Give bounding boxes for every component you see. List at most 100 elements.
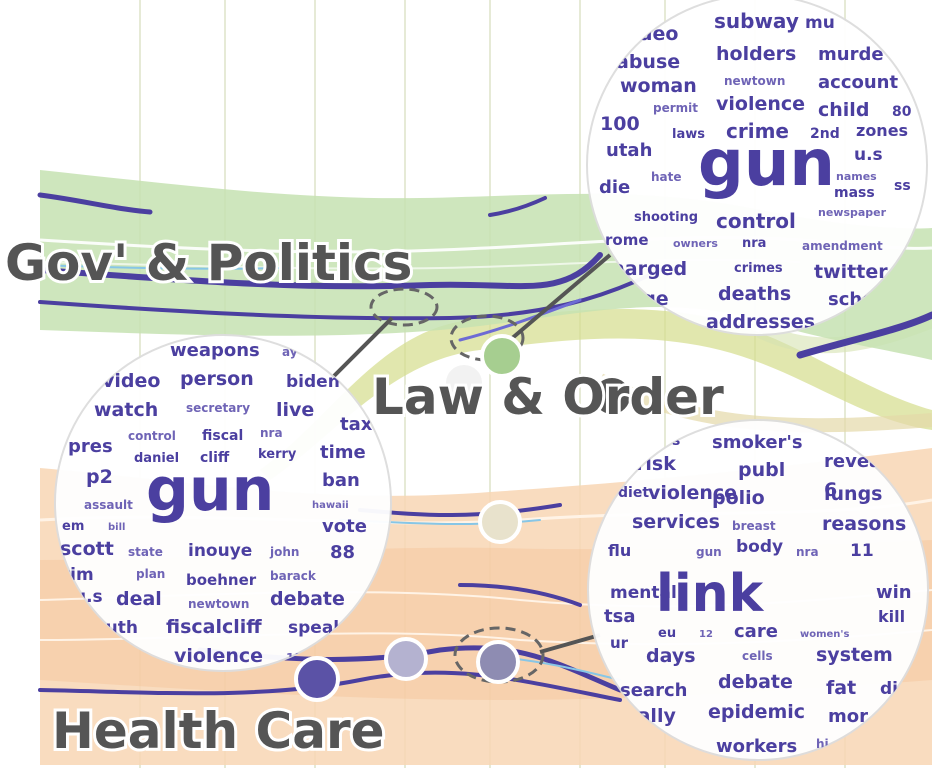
cloud-word: kerry (258, 447, 297, 462)
law-order-label: Law & Order (372, 368, 724, 426)
cloud-word: 6 (824, 479, 837, 501)
cloud-word: cliff (200, 450, 230, 466)
cloud-word: deaths (718, 283, 791, 305)
cloud-word: body (736, 537, 783, 557)
law-focus-ellipse (449, 314, 525, 362)
health-beige-dot[interactable] (478, 500, 522, 544)
cloud-word: newspaper (818, 206, 887, 219)
cloud-word: flu (608, 541, 631, 560)
cloud-word: ay (282, 345, 298, 359)
cloud-word: gun (146, 455, 274, 525)
word-cloud-upper[interactable]: video subway mu abuse holders murde woman newto… (586, 0, 928, 336)
cloud-word: em (62, 519, 84, 534)
cloud-word: lungs (824, 483, 882, 505)
cloud-word: workers (716, 736, 797, 757)
law-dark-dot[interactable] (590, 374, 634, 418)
cloud-word: ss (894, 178, 911, 194)
cloud-word: names (836, 170, 877, 183)
cloud-word: mass (834, 185, 875, 201)
law-green-dot[interactable] (480, 334, 524, 378)
cloud-word: owners (673, 237, 718, 250)
cloud-word: deal (116, 588, 162, 610)
cloud-word: biden (286, 372, 340, 392)
gov-focus-ellipse (369, 287, 439, 327)
cloud-word: 2nd (810, 126, 840, 142)
cloud-word: fiscalcliff (166, 616, 262, 638)
cloud-word: women's (800, 629, 849, 640)
cloud-word: care (734, 621, 778, 642)
cloud-word: p2 (86, 466, 113, 488)
cloud-word: search (620, 680, 687, 701)
health-slate-dot[interactable] (476, 640, 520, 684)
cloud-word: scott (60, 538, 114, 560)
cloud-word: 11 (850, 541, 874, 561)
cloud-word: die (599, 177, 630, 198)
cloud-word: debate (718, 671, 793, 693)
cloud-word: diet (618, 485, 649, 501)
cloud-connectors (328, 253, 612, 654)
cloud-word: epidemic (708, 701, 805, 723)
cloud-word: smoker's (712, 432, 803, 453)
time-markers[interactable] (294, 334, 634, 702)
health-purple-dot[interactable] (294, 656, 340, 702)
cloud-word: newtown (724, 74, 785, 88)
cloud-word: violence (648, 482, 737, 504)
cloud-word: violence (716, 93, 805, 115)
cloud-word: hawaii (312, 500, 349, 511)
cloud-word: polio (712, 487, 765, 509)
cloud-word: rome (605, 231, 649, 249)
cloud-word: u.s (854, 145, 883, 165)
law-white-dot[interactable] (442, 361, 486, 405)
cloud-word: s (672, 433, 680, 449)
cloud-word: video (102, 370, 160, 392)
cloud-word: plan (136, 567, 165, 581)
cloud-word: boehner (186, 571, 257, 589)
cloud-word: abuse (616, 51, 680, 73)
cloud-word: live (276, 399, 314, 421)
cloud-word: cells (742, 649, 773, 663)
cloud-word: violence (174, 645, 263, 667)
cloud-word: amendment (802, 239, 883, 253)
cloud-word: vote (322, 516, 367, 537)
cloud-word: breast (732, 519, 776, 533)
gov-politics-label: Gov' & Politics (5, 234, 412, 292)
cloud-word: link (656, 564, 765, 624)
cloud-word: mu (805, 13, 835, 33)
cloud-word: 100 (600, 113, 640, 135)
health-lavender-dot[interactable] (384, 637, 428, 681)
cloud-word: inouye (188, 541, 252, 561)
cloud-word: john (269, 545, 299, 559)
cloud-word: risk (636, 453, 676, 475)
cloud-word: daniel (134, 451, 179, 466)
cloud-word: reasons (822, 513, 906, 535)
cloud-word: ban (322, 470, 360, 491)
cloud-word: assault (84, 498, 133, 512)
cloud-word: services (632, 511, 720, 533)
cloud-word: days (646, 645, 696, 667)
cloud-word: state (128, 545, 163, 559)
cloud-word: gun (696, 545, 722, 559)
cloud-word: woman (620, 75, 697, 97)
cloud-word: addresses (706, 311, 815, 333)
cloud-word: 88 (330, 542, 355, 563)
cloud-word: fiscal (202, 428, 243, 444)
cloud-word: control (716, 209, 796, 233)
cloud-word: nra (796, 545, 819, 559)
cloud-word: time (320, 442, 366, 463)
cloud-word: zones (856, 121, 908, 140)
cloud-word: person (180, 368, 254, 390)
cloud-word: eu (658, 626, 676, 641)
cloud-word: murde (818, 44, 884, 65)
cloud-word: permit (653, 101, 698, 115)
cloud-word: secretary (186, 401, 250, 415)
cloud-word: video (620, 23, 678, 45)
cloud-word: nra (742, 236, 766, 251)
cloud-word: nra (260, 426, 283, 440)
cloud-word: weapons (170, 340, 260, 361)
cloud-word: fat (826, 677, 856, 699)
cloud-word: child (818, 99, 869, 121)
cloud-word: publ (738, 459, 785, 481)
